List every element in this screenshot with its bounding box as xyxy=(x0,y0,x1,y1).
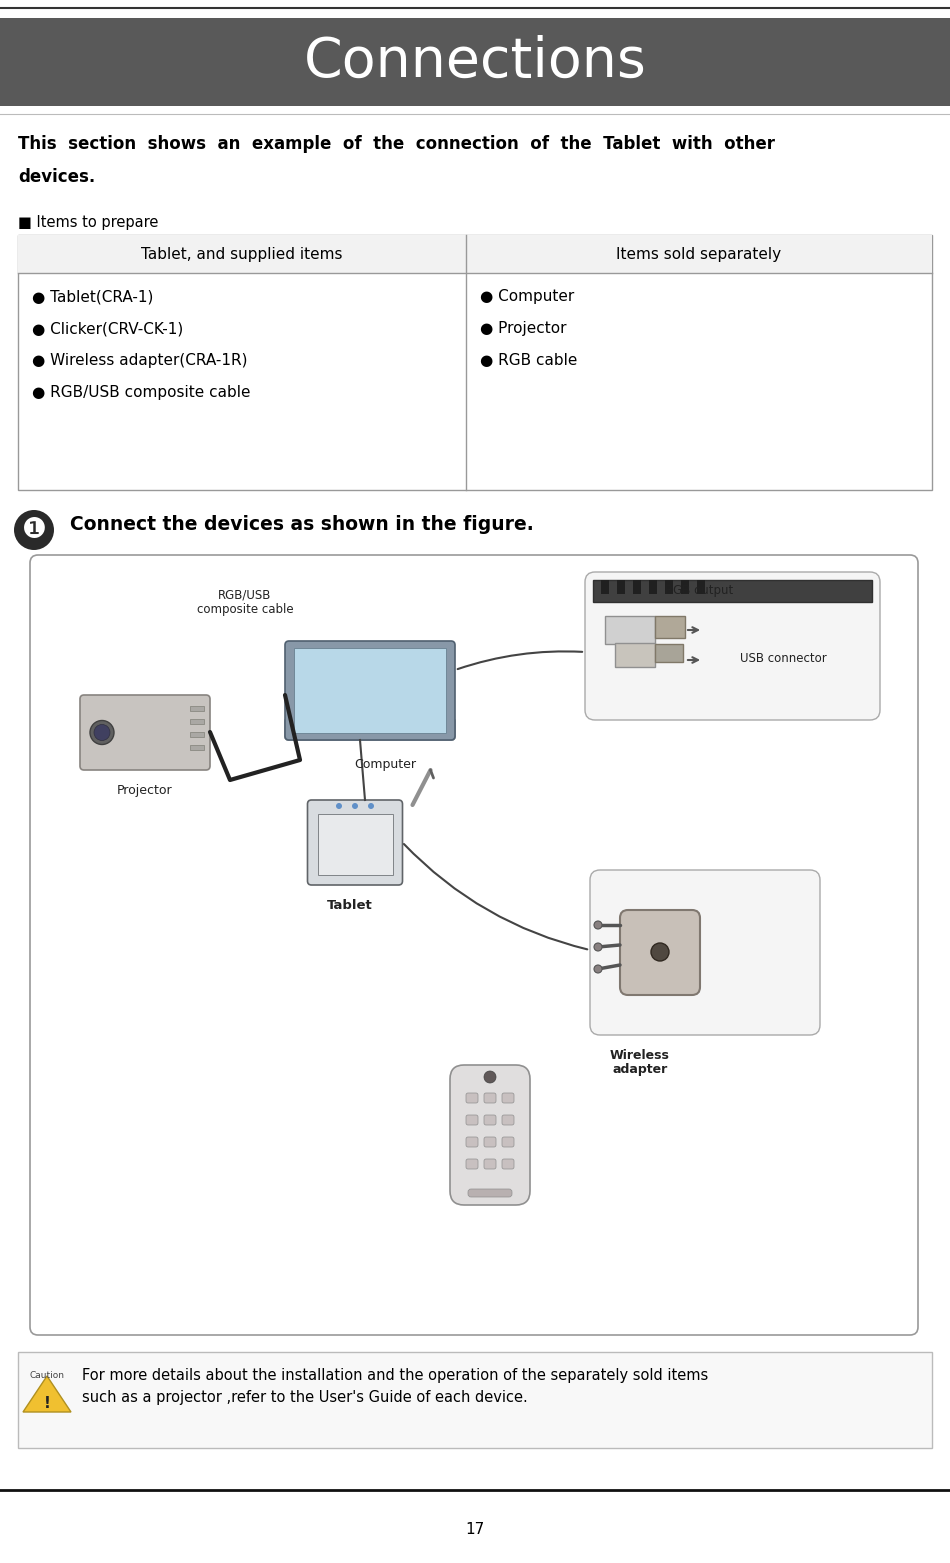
FancyBboxPatch shape xyxy=(590,871,820,1035)
Bar xyxy=(697,580,705,594)
Bar xyxy=(190,706,204,711)
Bar xyxy=(655,644,683,663)
Text: !: ! xyxy=(44,1396,50,1411)
FancyBboxPatch shape xyxy=(484,1114,496,1125)
Bar xyxy=(190,746,204,750)
FancyBboxPatch shape xyxy=(502,1136,514,1147)
Text: Connect the devices as shown in the figure.: Connect the devices as shown in the figu… xyxy=(70,514,534,535)
Text: USB connector: USB connector xyxy=(740,652,826,664)
Circle shape xyxy=(368,803,374,810)
Circle shape xyxy=(336,803,342,810)
Text: ❶: ❶ xyxy=(22,516,47,544)
FancyBboxPatch shape xyxy=(285,717,455,739)
Text: composite cable: composite cable xyxy=(197,603,294,616)
Text: RGB output: RGB output xyxy=(665,585,733,597)
FancyBboxPatch shape xyxy=(285,641,455,739)
Text: Computer: Computer xyxy=(354,758,416,771)
Bar xyxy=(0,19,950,106)
Circle shape xyxy=(90,721,114,744)
Text: ● RGB cable: ● RGB cable xyxy=(480,353,578,367)
FancyBboxPatch shape xyxy=(466,1114,478,1125)
Text: This  section  shows  an  example  of  the  connection  of  the  Tablet  with  o: This section shows an example of the con… xyxy=(18,134,775,153)
Bar xyxy=(633,580,641,594)
Bar xyxy=(190,719,204,724)
Text: Wireless: Wireless xyxy=(610,1049,670,1061)
Circle shape xyxy=(594,942,602,950)
Bar xyxy=(18,234,932,489)
Text: ● Clicker(CRV-CK-1): ● Clicker(CRV-CK-1) xyxy=(32,320,183,336)
Text: ● Projector: ● Projector xyxy=(480,320,566,336)
Circle shape xyxy=(14,510,54,550)
Circle shape xyxy=(594,921,602,928)
Text: Tablet: Tablet xyxy=(327,899,372,911)
FancyBboxPatch shape xyxy=(466,1160,478,1169)
Bar xyxy=(190,731,204,738)
Circle shape xyxy=(94,725,110,741)
Circle shape xyxy=(594,964,602,974)
Text: For more details about the installation and the operation of the separately sold: For more details about the installation … xyxy=(82,1368,709,1383)
Bar xyxy=(649,580,657,594)
FancyBboxPatch shape xyxy=(502,1160,514,1169)
Text: Connections: Connections xyxy=(304,34,646,89)
Bar xyxy=(593,580,872,602)
Bar xyxy=(18,234,932,274)
FancyBboxPatch shape xyxy=(468,1189,512,1197)
Bar xyxy=(18,1352,932,1447)
Text: Projector: Projector xyxy=(117,785,173,797)
FancyBboxPatch shape xyxy=(466,1136,478,1147)
Text: ■ Items to prepare: ■ Items to prepare xyxy=(18,216,159,230)
Circle shape xyxy=(352,803,358,810)
Text: Tablet, and supplied items: Tablet, and supplied items xyxy=(142,247,343,261)
Text: devices.: devices. xyxy=(18,167,95,186)
Text: adapter: adapter xyxy=(613,1063,668,1075)
FancyBboxPatch shape xyxy=(484,1160,496,1169)
FancyBboxPatch shape xyxy=(30,555,918,1335)
Bar xyxy=(665,580,673,594)
Text: Caution: Caution xyxy=(29,1371,65,1380)
Text: ● Tablet(CRA-1): ● Tablet(CRA-1) xyxy=(32,289,153,303)
Polygon shape xyxy=(23,1375,71,1411)
FancyBboxPatch shape xyxy=(80,696,210,771)
Bar xyxy=(605,616,655,644)
Text: ● Computer: ● Computer xyxy=(480,289,574,303)
Bar xyxy=(317,814,392,875)
Bar xyxy=(617,580,625,594)
FancyBboxPatch shape xyxy=(620,910,700,996)
FancyBboxPatch shape xyxy=(484,1093,496,1103)
Text: 17: 17 xyxy=(466,1522,484,1538)
Text: ● Wireless adapter(CRA-1R): ● Wireless adapter(CRA-1R) xyxy=(32,353,248,367)
FancyBboxPatch shape xyxy=(585,572,880,721)
Bar xyxy=(615,642,655,667)
Bar xyxy=(655,616,685,638)
Text: such as a projector ,refer to the User's Guide of each device.: such as a projector ,refer to the User's… xyxy=(82,1390,528,1405)
Text: Items sold separately: Items sold separately xyxy=(617,247,782,261)
Text: ● RGB/USB composite cable: ● RGB/USB composite cable xyxy=(32,384,251,400)
FancyBboxPatch shape xyxy=(450,1064,530,1205)
Text: RGB/USB: RGB/USB xyxy=(218,588,272,602)
FancyBboxPatch shape xyxy=(308,800,403,885)
Circle shape xyxy=(651,942,669,961)
Bar xyxy=(601,580,609,594)
Bar xyxy=(294,649,446,733)
FancyBboxPatch shape xyxy=(502,1093,514,1103)
FancyBboxPatch shape xyxy=(502,1114,514,1125)
Circle shape xyxy=(484,1071,496,1083)
Bar xyxy=(681,580,689,594)
FancyBboxPatch shape xyxy=(484,1136,496,1147)
FancyBboxPatch shape xyxy=(466,1093,478,1103)
